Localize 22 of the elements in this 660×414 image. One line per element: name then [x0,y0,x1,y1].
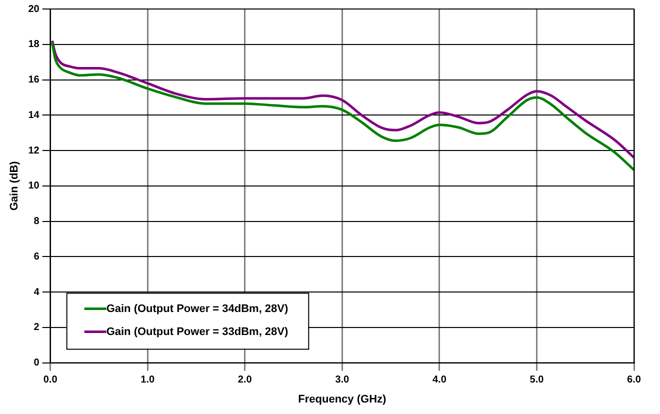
y-tick-label: 8 [34,216,40,228]
legend-label: Gain (Output Power = 34dBm, 28V) [106,302,288,315]
y-tick-label: 14 [28,110,40,121]
x-tick-label: 4.0 [432,374,447,386]
x-axis-title: Frequency (GHz) [298,393,386,406]
y-axis-title: Gain (dB) [8,160,21,211]
x-tick-label: 3.0 [335,374,350,386]
y-tick-label: 6 [34,251,40,262]
y-tick-label: 0 [34,358,40,369]
y-tick-label: 10 [28,180,40,192]
x-tick-label: 0.0 [43,374,58,386]
legend-label: Gain (Output Power = 33dBm, 28V) [106,326,288,338]
y-tick-label: 4 [34,286,40,298]
y-tick-label: 18 [28,39,40,50]
x-tick-label: 6.0 [627,374,642,386]
x-tick-label: 2.0 [238,374,252,386]
x-tick-label: 1.0 [140,374,155,386]
y-tick-label: 2 [34,322,40,334]
y-tick-label: 16 [28,74,40,86]
x-tick-label: 5.0 [530,374,544,386]
y-tick-label: 12 [28,145,40,156]
y-tick-label: 20 [28,4,40,15]
